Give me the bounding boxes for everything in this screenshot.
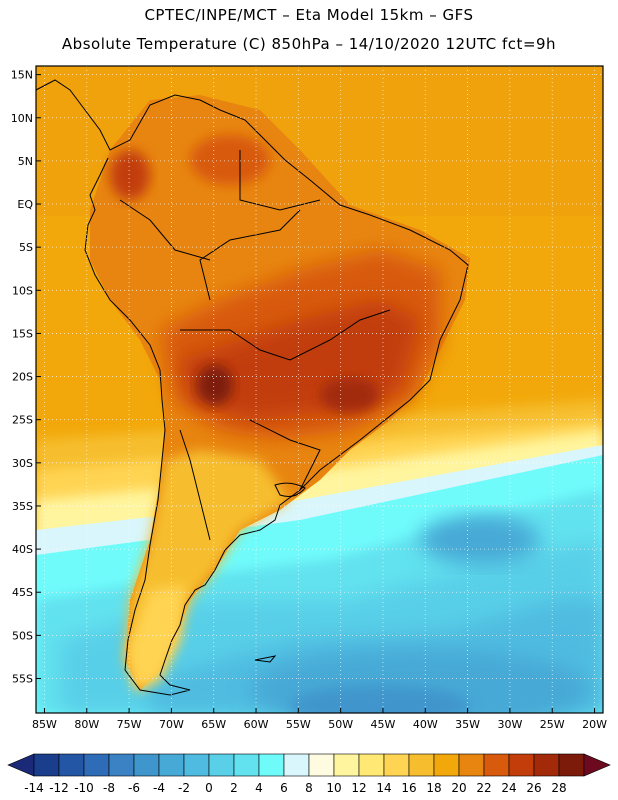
- lat-label: 5S: [19, 241, 33, 254]
- legend-label: 22: [476, 781, 491, 795]
- land-hot-east: [320, 377, 380, 413]
- legend-cell: [258, 753, 285, 777]
- lat-label: 55S: [12, 672, 33, 685]
- legend-label: 24: [501, 781, 516, 795]
- lat-label: 45S: [12, 586, 33, 599]
- land-hot-core: [197, 365, 233, 405]
- legend-label: -10: [74, 781, 94, 795]
- legend-label: -2: [178, 781, 190, 795]
- lon-label: 55W: [286, 718, 311, 731]
- lat-label: 35S: [12, 500, 33, 513]
- legend-cell: [133, 753, 160, 777]
- legend-cell: [308, 753, 335, 777]
- lon-label: 75W: [117, 718, 142, 731]
- lon-label: 85W: [32, 718, 57, 731]
- legend-label: 10: [326, 781, 341, 795]
- field-cold-spot: [420, 515, 540, 565]
- color-legend: -14 -12 -10 -8 -6 -4 -2 0 2 4 6 8 10 12 14 16 18 20 22 24 26…: [7, 753, 611, 795]
- legend-cell: [458, 753, 485, 777]
- legend-label: -4: [153, 781, 165, 795]
- land-patagonia: [128, 585, 185, 690]
- lon-label: 30W: [497, 718, 522, 731]
- lat-label: 25S: [12, 414, 33, 427]
- legend-label: 26: [526, 781, 541, 795]
- map-frame: [35, 65, 604, 714]
- legend-cell: [233, 753, 260, 777]
- lon-label: 45W: [371, 718, 396, 731]
- legend-cell: [358, 753, 385, 777]
- coastlines: [36, 79, 469, 696]
- graticule: [36, 66, 603, 713]
- lon-label: 40W: [413, 718, 438, 731]
- legend-cell: [558, 753, 585, 777]
- longitude-labels: 85W 80W 75W 70W 65W 60W 55W 50W 45W 40W 35W 30W 25W 2…: [32, 708, 607, 731]
- legend-cell: [83, 753, 110, 777]
- lat-label: 15S: [12, 327, 33, 340]
- legend-label: 4: [255, 781, 263, 795]
- lon-label: 60W: [244, 718, 269, 731]
- legend-label: 2: [230, 781, 238, 795]
- legend-label: -6: [128, 781, 140, 795]
- lat-label: 5N: [18, 155, 33, 168]
- lat-label: 10N: [11, 112, 33, 125]
- legend-labels: -14 -12 -10 -8 -6 -4 -2 0 2 4 6 8 10 12 14 16 18 20 22 24 26…: [24, 781, 566, 795]
- legend-cell: [508, 753, 535, 777]
- lon-label: 20W: [582, 718, 607, 731]
- lon-label: 80W: [74, 718, 99, 731]
- lon-label: 35W: [455, 718, 480, 731]
- legend-label: 0: [205, 781, 213, 795]
- legend-cell: [58, 753, 85, 777]
- lat-label: 40S: [12, 543, 33, 556]
- lon-label: 50W: [328, 718, 353, 731]
- map-subtitle: Absolute Temperature (C) 850hPa – 14/10/…: [61, 35, 557, 53]
- lat-label: 20S: [12, 371, 33, 384]
- lon-label: 70W: [159, 718, 184, 731]
- legend-cell: [383, 753, 410, 777]
- legend-over-arrow: [583, 753, 611, 777]
- legend-cell: [108, 753, 135, 777]
- legend-label: 6: [280, 781, 288, 795]
- lat-label: 30S: [12, 457, 33, 470]
- lon-label: 25W: [540, 718, 565, 731]
- legend-under-arrow: [7, 753, 35, 777]
- lon-label: 65W: [201, 718, 226, 731]
- temperature-map: 15N 10N 5N EQ 5S 10S 15S 20S 25S 30S 35S 40S 45S 50S 5…: [11, 65, 607, 731]
- lat-label: EQ: [17, 198, 33, 211]
- lat-label: 50S: [12, 629, 33, 642]
- legend-label: 14: [376, 781, 391, 795]
- legend-cell: [333, 753, 360, 777]
- lat-label: 10S: [12, 284, 33, 297]
- legend-label: 28: [551, 781, 566, 795]
- legend-label: 18: [426, 781, 441, 795]
- legend-cells: [7, 753, 611, 777]
- legend-label: 16: [401, 781, 416, 795]
- legend-cell: [483, 753, 510, 777]
- legend-label: 12: [351, 781, 366, 795]
- legend-cell: [183, 753, 210, 777]
- legend-cell: [408, 753, 435, 777]
- lat-label: 15N: [11, 69, 33, 82]
- legend-label: 8: [305, 781, 313, 795]
- legend-label: -8: [103, 781, 115, 795]
- legend-cell: [33, 753, 60, 777]
- temperature-field: [36, 66, 603, 713]
- land-hot-colombia: [110, 150, 150, 200]
- legend-label: 20: [451, 781, 466, 795]
- latitude-labels: 15N 10N 5N EQ 5S 10S 15S 20S 25S 30S 35S 40S 45S 50S 5…: [11, 69, 41, 685]
- land-hot-venezuela: [190, 135, 270, 185]
- legend-label: -12: [49, 781, 69, 795]
- legend-cell: [433, 753, 460, 777]
- map-title: CPTEC/INPE/MCT – Eta Model 15km – GFS: [144, 6, 474, 24]
- legend-cell: [158, 753, 185, 777]
- legend-cell: [533, 753, 560, 777]
- legend-cell: [208, 753, 235, 777]
- legend-label: -14: [24, 781, 44, 795]
- legend-cell: [283, 753, 310, 777]
